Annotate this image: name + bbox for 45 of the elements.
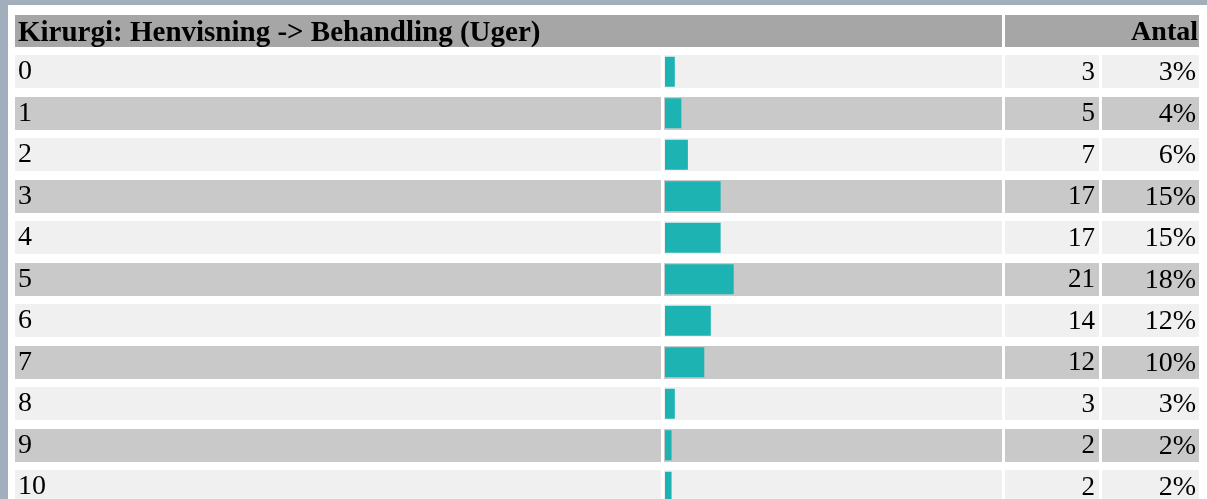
bar: [665, 181, 721, 212]
bar: [665, 347, 705, 378]
y-tick-label: 1: [18, 95, 32, 127]
text: 10%: [1144, 345, 1196, 377]
text: 12%: [1144, 304, 1196, 336]
y-tick-label: 10: [18, 469, 46, 499]
text: Kirurgi: Henvisning -> Behandling (Uger): [18, 15, 541, 47]
data-label: 12: [1068, 346, 1095, 377]
data-label: 21: [1068, 263, 1095, 294]
text: 15%: [1144, 221, 1196, 253]
y-tick-label: 6: [18, 303, 32, 335]
y-tick-label: 9: [18, 427, 32, 459]
text: 2%: [1158, 428, 1196, 460]
bar: [665, 56, 675, 87]
y-tick-label: 3: [18, 178, 32, 210]
bar: [665, 305, 711, 336]
y-tick-label: 5: [18, 261, 32, 293]
text: 18%: [1144, 262, 1196, 294]
y-tick-label: 4: [18, 220, 32, 252]
text: 4%: [1158, 96, 1196, 128]
text: 3%: [1158, 387, 1196, 419]
bar: [665, 98, 682, 129]
y-tick-label: 2: [18, 137, 32, 169]
data-label: 7: [1081, 138, 1095, 169]
data-label: 17: [1068, 221, 1095, 252]
data-label: 2: [1081, 429, 1095, 460]
text: Antal: [1131, 15, 1198, 47]
y-tick-label: 0: [18, 54, 32, 86]
data-label: 17: [1068, 180, 1095, 211]
bar: [665, 139, 688, 170]
bar: [665, 222, 721, 253]
data-label: 14: [1068, 304, 1096, 335]
text: 15%: [1144, 179, 1196, 211]
text: 3%: [1158, 55, 1196, 87]
data-label: 2: [1081, 470, 1095, 499]
y-tick-label: 8: [18, 386, 32, 418]
y-tick-label: 7: [18, 344, 32, 376]
bar: [665, 430, 672, 461]
data-label: 3: [1081, 387, 1095, 418]
data-label: 3: [1081, 55, 1095, 86]
bar: [665, 388, 675, 419]
data-label: 5: [1081, 97, 1095, 128]
text: 6%: [1158, 138, 1196, 170]
bar: [665, 264, 734, 295]
text: 2%: [1158, 470, 1196, 499]
